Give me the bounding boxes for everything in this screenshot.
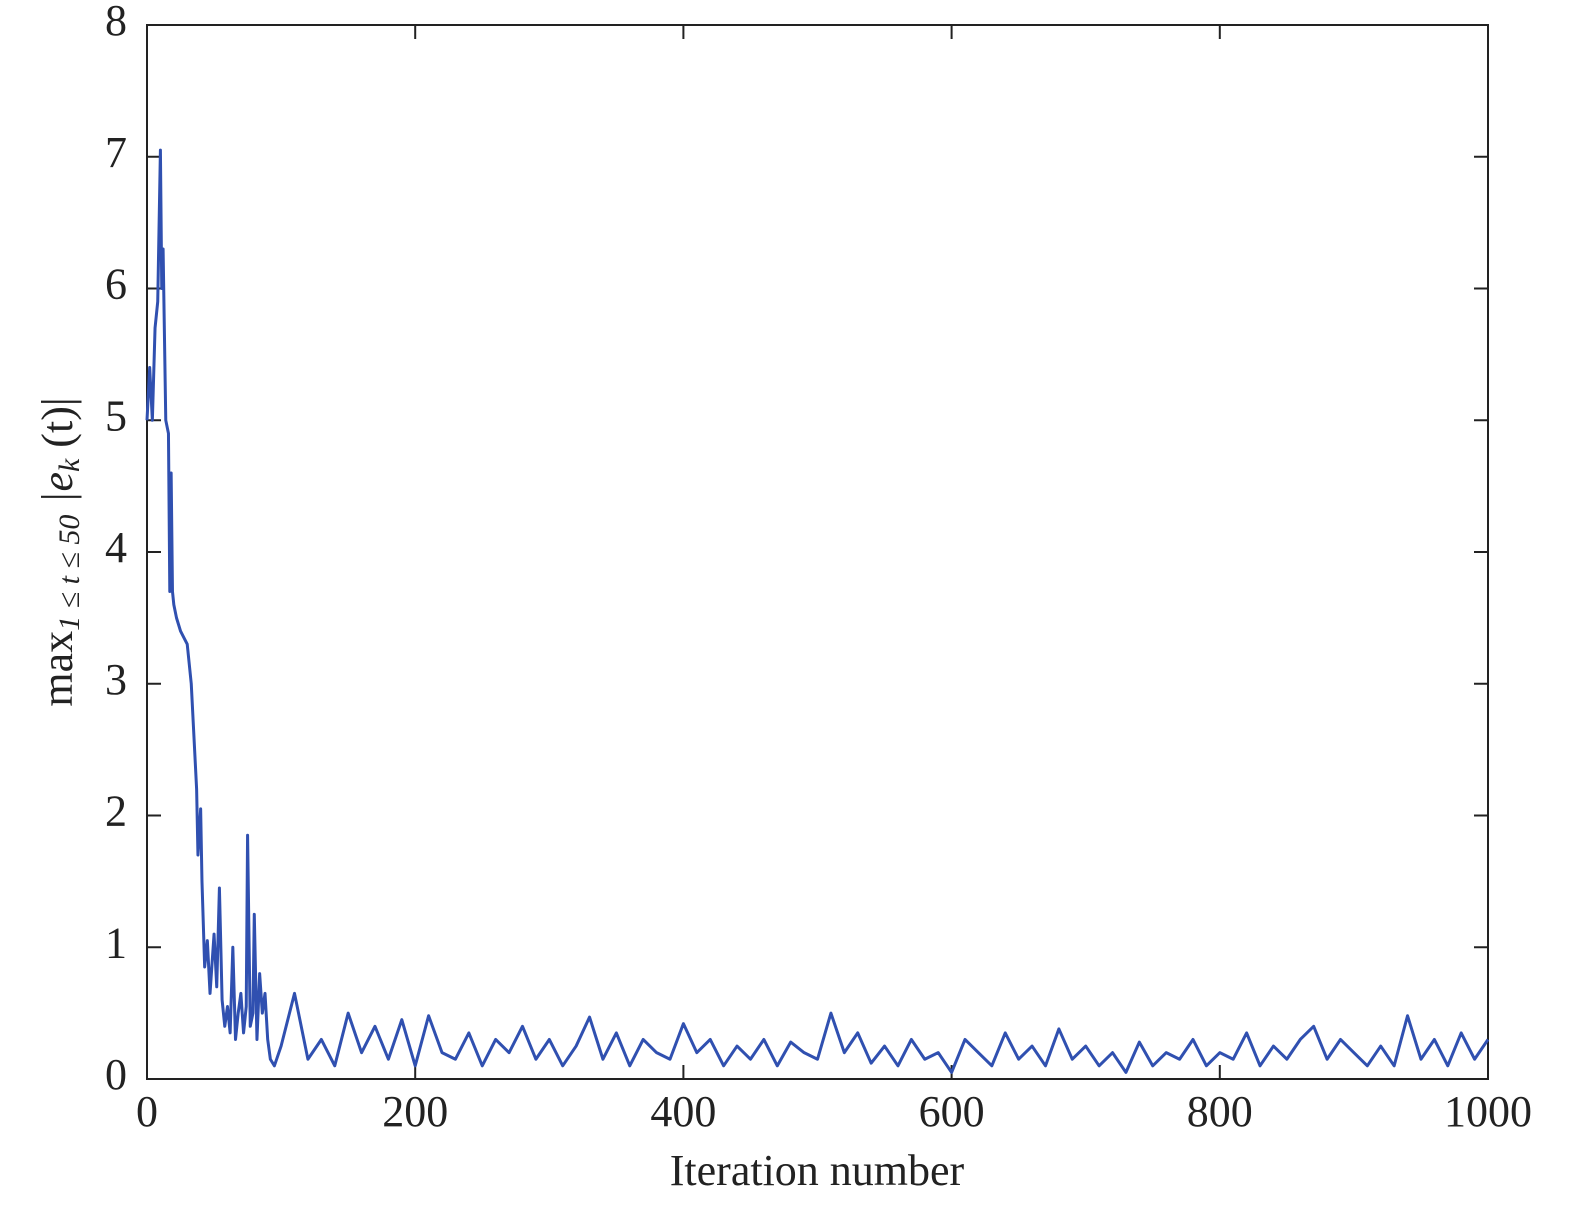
y-tick-label: 7: [105, 128, 127, 177]
y-tick-label: 6: [105, 260, 127, 309]
y-tick-label: 1: [105, 918, 127, 967]
x-tick-label: 600: [919, 1087, 985, 1136]
y-tick-label: 0: [105, 1050, 127, 1099]
x-tick-label: 0: [136, 1087, 158, 1136]
y-label-part: (t)|: [33, 397, 82, 458]
y-tick-label: 4: [105, 523, 127, 572]
y-tick-label: 2: [105, 787, 127, 836]
y-tick-label: 3: [105, 655, 127, 704]
y-label-sub: k: [53, 458, 86, 472]
y-label-sub: 1 ≤ t ≤ 50: [53, 515, 86, 631]
y-label-part: max: [33, 631, 82, 707]
y-tick-label: 5: [105, 391, 127, 440]
y-tick-label: 8: [105, 0, 127, 45]
x-axis-label: Iteration number: [670, 1146, 965, 1195]
data-line: [145, 148, 1490, 1074]
x-tick-label: 400: [650, 1087, 716, 1136]
x-tick-label: 1000: [1444, 1087, 1532, 1136]
x-tick-label: 200: [382, 1087, 448, 1136]
x-tick-label: 800: [1187, 1087, 1253, 1136]
y-label-part: |e: [33, 472, 82, 515]
plot-frame: [146, 24, 1489, 1080]
y-axis-label: max1 ≤ t ≤ 50 |ek (t)|: [33, 397, 86, 706]
